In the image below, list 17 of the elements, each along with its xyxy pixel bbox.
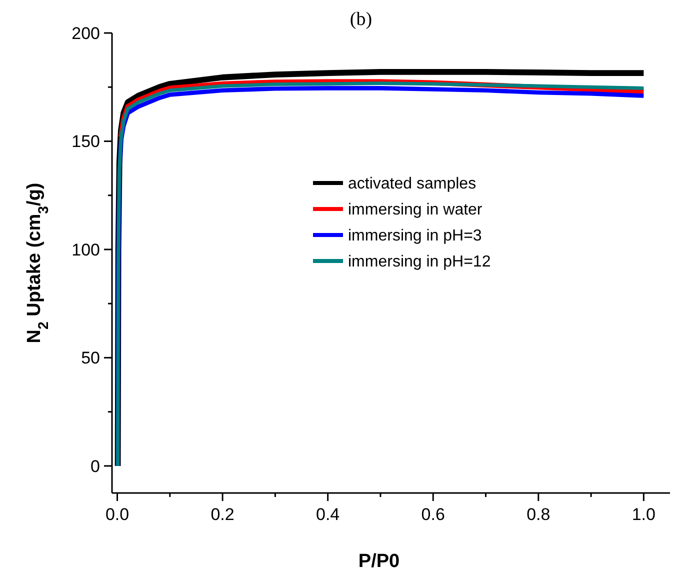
- y-tick-label: 0: [90, 456, 100, 476]
- x-tick-label: 1.0: [632, 505, 656, 524]
- y-tick-label: 100: [72, 240, 100, 260]
- x-tick-label: 0.4: [316, 505, 340, 524]
- x-tick-label: 0.6: [421, 505, 445, 524]
- x-tick-label: 0.8: [526, 505, 550, 524]
- x-tick-label: 0.0: [105, 505, 130, 524]
- y-tick-label: 50: [81, 348, 100, 368]
- chart-title: (b): [350, 9, 372, 30]
- legend-label: activated samples: [348, 176, 476, 193]
- x-tick-label: 0.2: [210, 505, 234, 524]
- y-tick-label: 200: [72, 24, 100, 43]
- y-tick-label: 150: [72, 132, 100, 152]
- x-axis-title: P/P0: [358, 551, 400, 572]
- legend-label: immersing in pH=12: [348, 254, 491, 271]
- legend-label: immersing in pH=3: [348, 228, 482, 245]
- legend-label: immersing in water: [348, 202, 483, 219]
